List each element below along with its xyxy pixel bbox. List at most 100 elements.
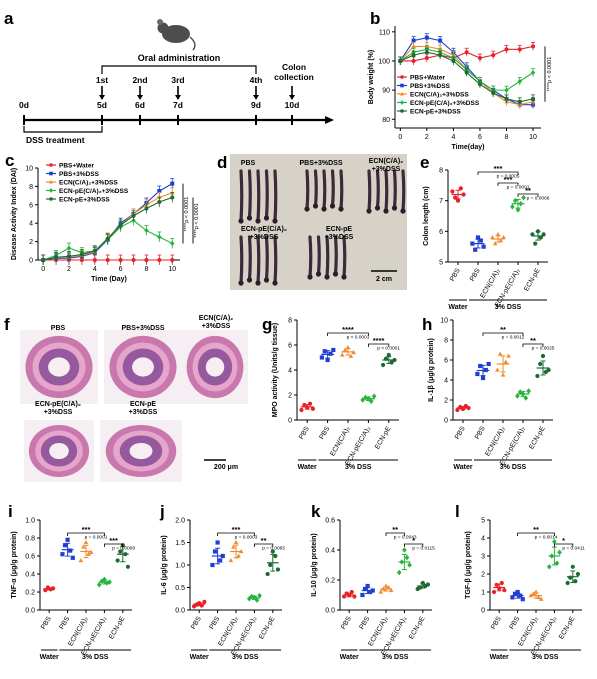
timeline-day: 5d <box>97 100 107 110</box>
data-point <box>96 582 102 588</box>
y-tick-label: 10 <box>440 318 448 325</box>
scale-label: 200 μm <box>214 464 238 471</box>
data-point <box>170 258 175 262</box>
y-tick-label: 90 <box>382 88 390 95</box>
data-point <box>538 361 543 367</box>
y-tick-label: 8 <box>288 318 292 325</box>
panel-a: a 0d 5d 6d 7d 9d 10d Oral administration 1st 2nd 3… <box>4 9 334 145</box>
y-axis-label: TNF-α (μg/g protein) <box>11 531 18 598</box>
data-point <box>79 252 84 257</box>
data-point <box>236 553 241 558</box>
data-point <box>540 353 546 359</box>
histology-label: +3%DSS <box>44 409 73 416</box>
category-label: ECN-pE <box>558 615 577 640</box>
data-point <box>325 357 330 363</box>
data-point <box>526 388 531 394</box>
data-point <box>450 189 455 194</box>
y-tick-label: 100 <box>378 58 390 65</box>
data-point <box>512 591 518 596</box>
data-point <box>531 591 536 596</box>
data-point <box>78 557 84 563</box>
data-point <box>254 597 260 603</box>
sig-bracket <box>517 193 539 197</box>
y-tick-label: 6 <box>29 202 33 209</box>
category-label: PBS <box>358 615 371 631</box>
data-point <box>328 351 333 356</box>
data-point <box>506 353 511 358</box>
sig-p-value: p = 0.0001 <box>507 185 530 191</box>
sig-bracket <box>385 532 405 536</box>
colon-tissue <box>305 169 310 211</box>
y-tick-label: 0 <box>481 608 485 615</box>
data-point <box>265 571 270 577</box>
legend-entry: ECN-pE(C/A)₂+3%DSS <box>410 100 480 107</box>
y-tick-label: 8 <box>29 184 33 191</box>
category-label: PBS <box>318 425 331 441</box>
y-tick-label: 0.0 <box>25 608 35 615</box>
timeline-day: 0d <box>19 100 29 110</box>
data-point <box>66 254 71 259</box>
data-point <box>157 258 162 262</box>
data-point <box>455 198 461 203</box>
group-photo-label: ECN-pE(C/A)₂ <box>241 226 287 233</box>
colon-arrowhead <box>289 95 295 100</box>
data-point <box>475 371 480 377</box>
category-label: ECN(C/A)₂ <box>484 425 507 457</box>
data-point <box>502 588 507 593</box>
x-tick-label: 4 <box>451 134 455 141</box>
y-tick-label: 1.0 <box>25 518 35 525</box>
sig-p-value: p = 0.0014 <box>535 535 558 541</box>
data-point <box>504 87 509 93</box>
data-point <box>477 56 482 61</box>
colon-tissue <box>307 274 313 280</box>
data-point <box>170 240 175 247</box>
data-point <box>464 50 469 55</box>
chart-b: b 80 90 100 110 0 2 4 6 8 10 Time(day) Body weight (… <box>368 9 553 151</box>
colon-tissue <box>264 169 269 220</box>
data-point <box>228 557 234 563</box>
histology-lumen <box>132 357 154 377</box>
data-point <box>407 562 412 568</box>
data-point <box>546 564 552 570</box>
colon-tissue <box>239 169 244 223</box>
group-photo-label: PBS <box>241 160 256 167</box>
legend-marker <box>400 83 404 88</box>
legend-marker <box>49 188 53 193</box>
colon-tissue <box>321 206 327 212</box>
colon-tissue <box>263 215 270 221</box>
group-label: 3% DSS <box>82 654 109 661</box>
colon-tissue <box>304 206 310 212</box>
colon-tissue <box>332 271 339 277</box>
data-point <box>144 227 149 234</box>
panel-letter: i <box>8 502 13 521</box>
sig-annotation: ****p < 0.0001 <box>184 197 190 232</box>
data-point <box>530 70 536 76</box>
x-tick-label: 6 <box>478 134 482 141</box>
data-point <box>510 204 515 210</box>
group-photo-label: PBS+3%DSS <box>300 160 343 167</box>
data-point <box>86 551 91 556</box>
colon-tissue <box>322 169 327 211</box>
colon-tissue <box>375 169 380 210</box>
data-point <box>388 587 394 593</box>
y-tick-label: 4 <box>444 378 448 385</box>
sig-stars: **** <box>342 325 354 334</box>
data-point <box>118 258 123 262</box>
colon-tissue <box>238 218 244 224</box>
legend-marker <box>49 171 53 176</box>
y-tick-label: 0.4 <box>325 548 335 555</box>
group-label: 3% DSS <box>500 464 527 471</box>
data-point <box>131 213 136 218</box>
y-axis-label: Body weight (%) <box>368 50 375 104</box>
legend-marker <box>400 109 404 113</box>
y-axis-label: MPO activity (Units/g tissue) <box>272 323 279 418</box>
panel-f: f PBS PBS+3%DSSECN(C/A)₂+3%DSSECN-pE(C/A)₂… <box>4 315 248 482</box>
y-tick-label: 3 <box>481 554 485 561</box>
data-point <box>504 47 509 52</box>
colon-tissue <box>333 235 338 276</box>
data-point <box>345 344 351 350</box>
data-point <box>118 549 123 554</box>
group-label: Water <box>40 654 59 661</box>
